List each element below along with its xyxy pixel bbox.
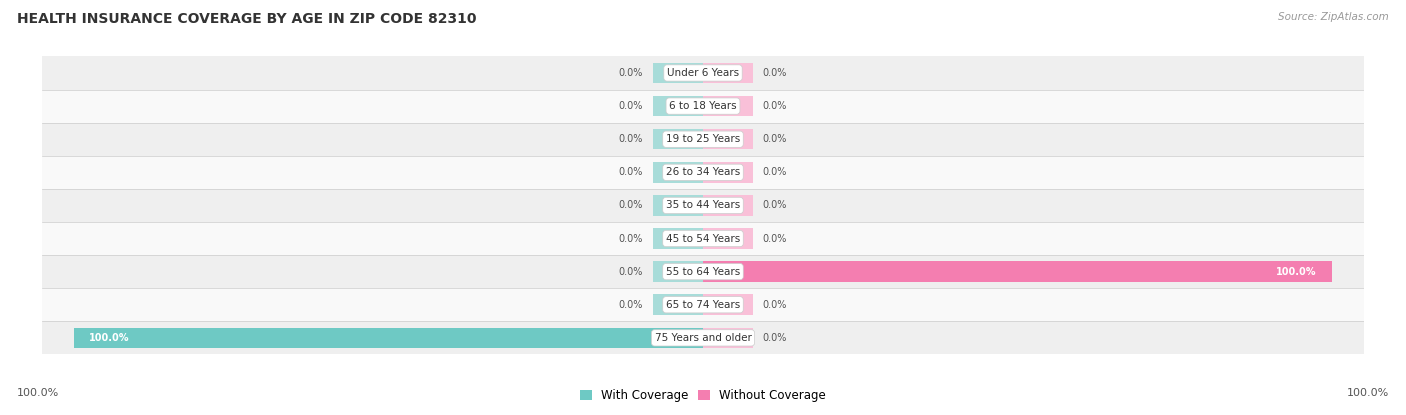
Text: 0.0%: 0.0% bbox=[763, 333, 787, 343]
Bar bbox=[652, 295, 703, 315]
Bar bbox=[42, 123, 1364, 156]
Text: 19 to 25 Years: 19 to 25 Years bbox=[666, 134, 740, 144]
Bar bbox=[42, 288, 1364, 321]
Bar bbox=[703, 63, 754, 83]
Text: 0.0%: 0.0% bbox=[763, 68, 787, 78]
Bar bbox=[42, 90, 1364, 123]
Bar bbox=[42, 255, 1364, 288]
Bar bbox=[652, 228, 703, 249]
Text: 65 to 74 Years: 65 to 74 Years bbox=[666, 300, 740, 310]
Bar bbox=[42, 321, 1364, 354]
Text: 0.0%: 0.0% bbox=[763, 234, 787, 244]
Bar bbox=[703, 228, 754, 249]
Bar bbox=[42, 156, 1364, 189]
Bar bbox=[42, 56, 1364, 90]
Text: Source: ZipAtlas.com: Source: ZipAtlas.com bbox=[1278, 12, 1389, 22]
Text: HEALTH INSURANCE COVERAGE BY AGE IN ZIP CODE 82310: HEALTH INSURANCE COVERAGE BY AGE IN ZIP … bbox=[17, 12, 477, 27]
Bar bbox=[703, 129, 754, 149]
Text: 0.0%: 0.0% bbox=[763, 200, 787, 210]
Text: 0.0%: 0.0% bbox=[619, 200, 643, 210]
Bar bbox=[703, 261, 1333, 282]
Bar bbox=[652, 195, 703, 216]
Bar bbox=[652, 162, 703, 183]
Text: 0.0%: 0.0% bbox=[763, 167, 787, 177]
Bar bbox=[652, 129, 703, 149]
Text: 0.0%: 0.0% bbox=[619, 234, 643, 244]
Text: 0.0%: 0.0% bbox=[619, 101, 643, 111]
Text: 75 Years and older: 75 Years and older bbox=[655, 333, 751, 343]
Text: 100.0%: 100.0% bbox=[17, 388, 59, 398]
Bar bbox=[703, 195, 754, 216]
Text: 35 to 44 Years: 35 to 44 Years bbox=[666, 200, 740, 210]
Bar bbox=[703, 96, 754, 116]
Text: 100.0%: 100.0% bbox=[1277, 267, 1316, 277]
Text: 100.0%: 100.0% bbox=[1347, 388, 1389, 398]
Text: 0.0%: 0.0% bbox=[763, 300, 787, 310]
Text: 0.0%: 0.0% bbox=[619, 267, 643, 277]
Text: 0.0%: 0.0% bbox=[619, 68, 643, 78]
Bar bbox=[652, 96, 703, 116]
Legend: With Coverage, Without Coverage: With Coverage, Without Coverage bbox=[579, 389, 827, 402]
Bar bbox=[703, 162, 754, 183]
Text: 0.0%: 0.0% bbox=[763, 101, 787, 111]
Bar bbox=[652, 261, 703, 282]
Text: 0.0%: 0.0% bbox=[763, 134, 787, 144]
Text: 0.0%: 0.0% bbox=[619, 300, 643, 310]
Bar bbox=[42, 222, 1364, 255]
Text: 6 to 18 Years: 6 to 18 Years bbox=[669, 101, 737, 111]
Text: 26 to 34 Years: 26 to 34 Years bbox=[666, 167, 740, 177]
Bar bbox=[42, 189, 1364, 222]
Bar bbox=[703, 327, 754, 348]
Text: 45 to 54 Years: 45 to 54 Years bbox=[666, 234, 740, 244]
Bar bbox=[652, 63, 703, 83]
Bar bbox=[703, 295, 754, 315]
Text: 0.0%: 0.0% bbox=[619, 167, 643, 177]
Bar bbox=[73, 327, 703, 348]
Text: 0.0%: 0.0% bbox=[619, 134, 643, 144]
Text: Under 6 Years: Under 6 Years bbox=[666, 68, 740, 78]
Text: 100.0%: 100.0% bbox=[90, 333, 129, 343]
Text: 55 to 64 Years: 55 to 64 Years bbox=[666, 267, 740, 277]
